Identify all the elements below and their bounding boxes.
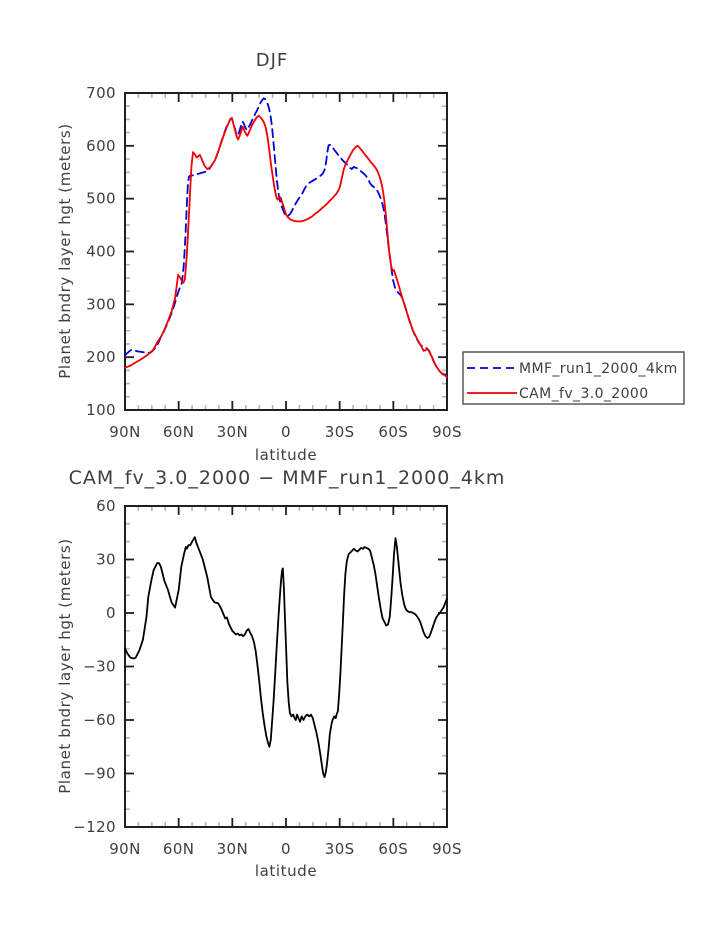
y-tick-label: 60	[96, 497, 116, 515]
legend: MMF_run1_2000_4km CAM_fv_3.0_2000	[462, 351, 685, 405]
series-MMF_run1_2000_4km	[124, 97, 448, 377]
x-tick-label: 90N	[109, 423, 141, 441]
top-chart-xlabel: latitude	[255, 446, 317, 464]
series-difference	[124, 536, 448, 778]
x-tick-label: 30N	[217, 423, 249, 441]
x-tick-label: 30S	[325, 423, 355, 441]
bottom-chart-xlabel: latitude	[255, 862, 317, 880]
top-chart-title: DJF	[256, 50, 289, 71]
y-tick-label: 400	[86, 243, 116, 261]
plot-frame	[124, 92, 448, 411]
y-tick-label: −30	[83, 658, 116, 676]
bottom-chart-title: CAM_fv_3.0_2000 − MMF_run1_2000_4km	[69, 467, 506, 489]
y-tick-label: 0	[106, 604, 116, 622]
x-tick-label: 60S	[378, 423, 408, 441]
bottom-chart-ylabel: Planet bndry layer hgt (meters)	[56, 538, 74, 793]
top-chart-ylabel: Planet bndry layer hgt (meters)	[56, 123, 74, 378]
x-tick-label: 30S	[325, 840, 355, 858]
x-tick-label: 90S	[432, 840, 462, 858]
legend-box	[462, 351, 685, 405]
y-tick-label: 600	[86, 137, 116, 155]
y-tick-label: −90	[83, 765, 116, 783]
x-tick-label: 60N	[163, 423, 195, 441]
y-tick-label: 200	[86, 348, 116, 366]
bottom-chart-plot-area: 90N 60N 30N 0 30S 60S 90S −120 −90 −60 −30 0 30 60	[73, 497, 462, 858]
y-tick-label: −60	[83, 711, 116, 729]
legend-label: MMF_run1_2000_4km	[519, 361, 678, 377]
y-tick-label: 500	[86, 190, 116, 208]
y-tick-label: 700	[86, 84, 116, 102]
y-tick-label: 300	[86, 295, 116, 313]
x-tick-label: 30N	[217, 840, 249, 858]
top-chart-plot-area: 90N 60N 30N 0 30S 60S 90S 100 200 300 400 500 600 700	[86, 84, 462, 441]
x-tick-label: 0	[281, 423, 291, 441]
y-tick-label: 100	[86, 401, 116, 419]
x-tick-label: 60N	[163, 840, 195, 858]
x-tick-label: 60S	[378, 840, 408, 858]
series-CAM_fv_3.0_2000	[124, 114, 448, 378]
y-tick-label: −120	[73, 818, 116, 836]
plot-frame	[124, 505, 448, 828]
legend-label: CAM_fv_3.0_2000	[519, 386, 649, 402]
x-tick-label: 0	[281, 840, 291, 858]
x-tick-label: 90S	[432, 423, 462, 441]
x-tick-label: 90N	[109, 840, 141, 858]
y-tick-label: 30	[96, 551, 116, 569]
